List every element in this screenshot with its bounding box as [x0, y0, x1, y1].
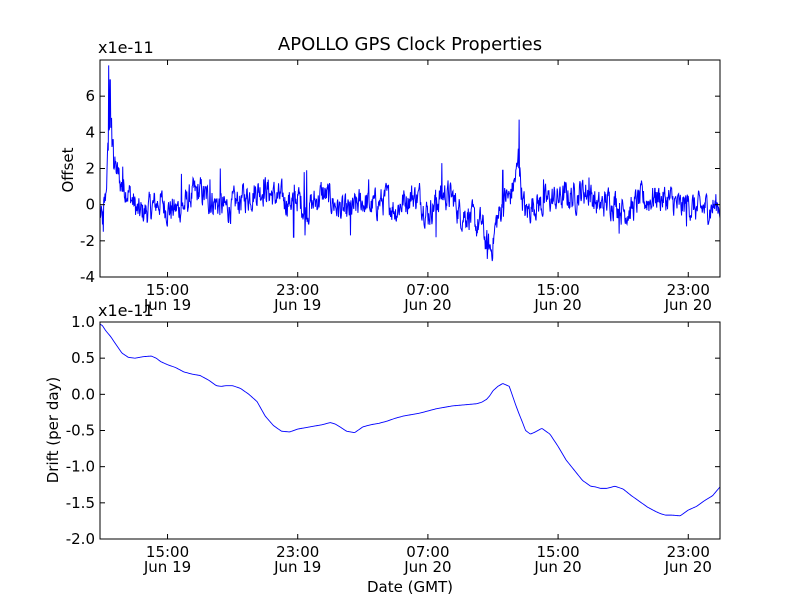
offset-y-tick-label: 4: [85, 123, 95, 141]
drift-x-tick-date: Jun 20: [533, 558, 581, 576]
drift-axis-label: Drift (per day): [44, 377, 62, 484]
offset-x-tick-time: 15:00: [536, 281, 579, 299]
drift-x-tick-date: Jun 20: [664, 558, 712, 576]
drift-x-tick-time: 07:00: [406, 543, 449, 561]
drift-series-line: [100, 323, 720, 517]
drift-plot-area: [100, 323, 720, 517]
offset-scale-label: x1e-11: [98, 38, 154, 57]
offset-x-tick-date: Jun 19: [273, 296, 321, 314]
drift-x-tick-date: Jun 19: [273, 558, 321, 576]
offset-x-tick-time: 23:00: [667, 281, 710, 299]
offset-y-tick-label: 0: [85, 196, 95, 214]
drift-y-tick-label: 0.5: [71, 349, 95, 367]
drift-y-tick-label: 1.0: [71, 313, 95, 331]
offset-y-tick-label: -4: [80, 268, 95, 286]
offset-y-tick-label: 2: [85, 160, 95, 178]
drift-x-tick-time: 23:00: [276, 543, 319, 561]
offset-x-tick-time: 07:00: [406, 281, 449, 299]
offset-axis-label: Offset: [59, 147, 77, 192]
chart-title: APOLLO GPS Clock Properties: [278, 34, 542, 55]
offset-x-tick-time: 23:00: [276, 281, 319, 299]
offset-x-tick-time: 15:00: [146, 281, 189, 299]
offset-x-tick-date: Jun 20: [533, 296, 581, 314]
offset-x-tick-date: Jun 20: [403, 296, 451, 314]
offset-y-tick-label: -2: [80, 232, 95, 250]
drift-x-tick-date: Jun 20: [403, 558, 451, 576]
offset-x-tick-date: Jun 20: [664, 296, 712, 314]
offset-y-ticks: -4 -2 0 2 4 6: [80, 87, 720, 286]
x-axis-label: Date (GMT): [367, 578, 453, 596]
drift-y-tick-label: -1.0: [66, 458, 95, 476]
drift-y-tick-label: -1.5: [66, 494, 95, 512]
offset-panel: APOLLO GPS Clock Properties x1e-11 Offse…: [59, 34, 721, 314]
drift-y-ticks: -2.0 -1.5 -1.0 -0.5 0.0 0.5 1.0: [66, 313, 720, 548]
drift-y-tick-label: 0.0: [71, 385, 95, 403]
offset-x-tick-date: Jun 19: [143, 296, 191, 314]
drift-panel: x1e-11 Drift (per day) -2.0 -1.5 -1.0 -0.5 0…: [44, 301, 721, 596]
drift-x-tick-time: 15:00: [536, 543, 579, 561]
drift-y-tick-label: -0.5: [66, 422, 95, 440]
offset-series-line: [100, 65, 720, 262]
drift-scale-label: x1e-11: [98, 301, 154, 320]
drift-x-tick-time: 23:00: [667, 543, 710, 561]
offset-plot-area: [100, 65, 720, 262]
drift-y-tick-label: -2.0: [66, 530, 95, 548]
drift-x-tick-time: 15:00: [146, 543, 189, 561]
offset-y-tick-label: 6: [85, 87, 95, 105]
drift-x-tick-date: Jun 19: [143, 558, 191, 576]
